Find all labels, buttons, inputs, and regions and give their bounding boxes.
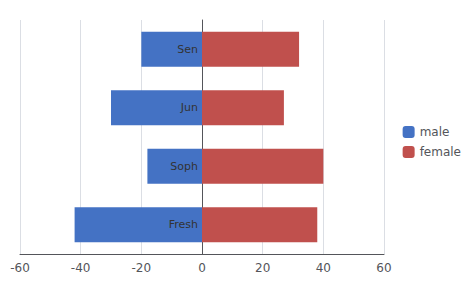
svg-text:20: 20	[255, 261, 270, 275]
svg-text:male: male	[420, 125, 450, 139]
svg-text:Soph: Soph	[170, 160, 198, 173]
svg-text:Sen: Sen	[177, 43, 198, 56]
svg-text:0: 0	[198, 261, 206, 275]
svg-text:-60: -60	[10, 261, 30, 275]
svg-text:40: 40	[316, 261, 331, 275]
svg-text:-40: -40	[71, 261, 91, 275]
svg-text:female: female	[420, 145, 461, 159]
svg-text:-20: -20	[132, 261, 152, 275]
svg-text:Fresh: Fresh	[169, 218, 198, 231]
svg-text:60: 60	[376, 261, 391, 275]
svg-text:Jun: Jun	[180, 101, 198, 114]
